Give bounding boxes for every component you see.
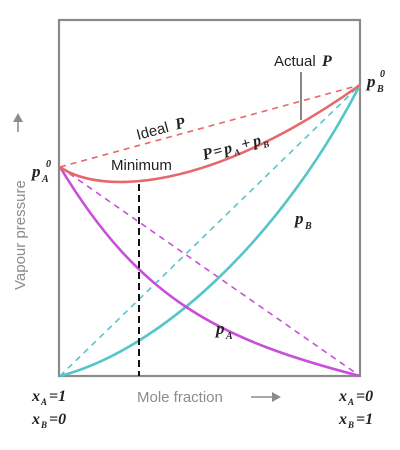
pA0-sup: 0	[46, 159, 51, 170]
ideal-total-line	[59, 84, 361, 168]
left-xA-val: =1	[49, 388, 66, 405]
eq-equals: =	[211, 142, 224, 161]
pA-curve	[58, 166, 361, 378]
y-axis-title: Vapour pressure	[12, 113, 29, 290]
ideal-var: P	[172, 115, 187, 134]
ideal-pA-line	[59, 166, 361, 377]
actual-var: P	[321, 53, 332, 70]
y-axis-arrow-icon	[13, 113, 23, 132]
left-xB-var: x	[31, 411, 40, 428]
y-axis-label: Vapour pressure	[12, 180, 29, 290]
right-composition: x A =0 x B =1	[338, 388, 373, 430]
pA-label: p A	[214, 319, 233, 342]
right-xB-sub: B	[347, 420, 354, 430]
pA0-sub: A	[41, 174, 49, 185]
pB-label: p B	[293, 209, 312, 232]
pB-curve	[59, 84, 362, 378]
left-xA-sub: A	[40, 397, 47, 407]
ideal-pB-line	[59, 84, 361, 377]
pB-var: p	[293, 209, 304, 228]
total-pressure-equation: P = p A + p B	[200, 132, 271, 164]
x-axis-label: Mole fraction	[137, 389, 223, 406]
actual-P-label: Actual P	[274, 53, 332, 70]
pB0-var: p	[365, 72, 376, 91]
pB0-sub: B	[376, 84, 384, 95]
left-xB-val: =0	[49, 411, 66, 428]
pB0-label: p B 0	[365, 69, 385, 95]
pA0-var: p	[30, 162, 41, 181]
pB0-sup: 0	[380, 69, 385, 80]
pA-sub: A	[225, 331, 233, 342]
left-xA-var: x	[31, 388, 40, 405]
right-xA-val: =0	[356, 388, 373, 405]
pA0-label: p A 0	[30, 159, 51, 185]
eq-plus: +	[239, 135, 252, 154]
left-xB-sub: B	[40, 420, 47, 430]
pA-var: p	[214, 319, 225, 338]
eq-s1: A	[232, 147, 241, 158]
plot-frame	[57, 18, 362, 378]
actual-prefix: Actual	[274, 53, 316, 70]
right-xA-sub: A	[347, 397, 354, 407]
total-pressure-curve	[59, 83, 361, 184]
right-xB-val: =1	[356, 411, 373, 428]
right-xB-var: x	[338, 411, 347, 428]
pB-sub: B	[304, 221, 312, 232]
eq-lhs: P	[200, 145, 215, 164]
ideal-prefix: Ideal	[135, 119, 171, 144]
eq-s2: B	[261, 139, 270, 150]
right-xA-var: x	[338, 388, 347, 405]
x-axis-arrow-icon	[251, 392, 281, 402]
left-composition: x A =1 x B =0	[31, 388, 66, 430]
x-axis-title: Mole fraction	[137, 389, 281, 406]
minimum-label: Minimum	[111, 157, 172, 174]
